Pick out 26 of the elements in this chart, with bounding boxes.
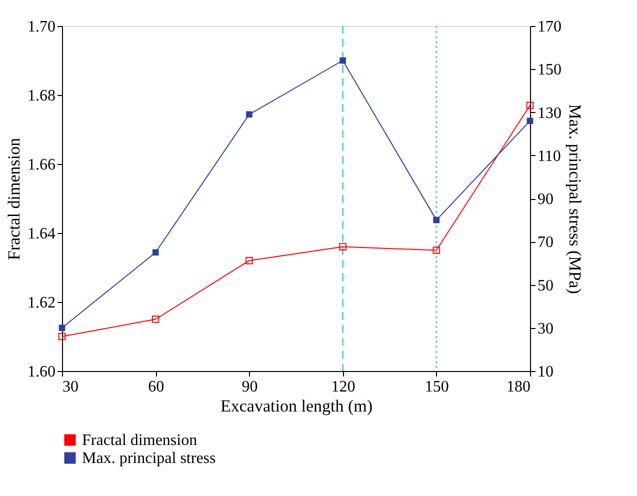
y2-tick-label: 90 bbox=[538, 191, 554, 208]
y2-axis-title: Max. principal stress (MPa) bbox=[566, 104, 584, 294]
y2-tick-label: 10 bbox=[538, 364, 554, 380]
y2-tick-label: 130 bbox=[538, 104, 562, 122]
x-tick-label: 30 bbox=[62, 378, 78, 396]
y-tick-label: 1.68 bbox=[28, 88, 56, 104]
y-axis-title: Fractal dimension bbox=[4, 137, 24, 260]
x-tick-label: 90 bbox=[242, 378, 258, 396]
x-tick-label: 180 bbox=[506, 378, 530, 396]
x-axis-title: Excavation length (m) bbox=[220, 396, 373, 416]
legend-label: Max. principal stress bbox=[82, 450, 216, 467]
x-tick-label: 150 bbox=[424, 378, 449, 396]
legend-label: Fractal dimension bbox=[82, 432, 198, 449]
x-tick-label: 120 bbox=[331, 378, 356, 396]
y-tick-label: 1.66 bbox=[28, 156, 56, 174]
y-tick-label: 1.62 bbox=[28, 294, 56, 312]
y2-tick-label: 110 bbox=[538, 148, 561, 165]
y-tick-label: 1.70 bbox=[28, 18, 56, 36]
y2-tick-label: 70 bbox=[538, 234, 554, 252]
y2-tick-label: 50 bbox=[538, 277, 554, 294]
y-tick-label: 1.60 bbox=[28, 364, 56, 380]
y-tick-label: 1.64 bbox=[28, 226, 56, 242]
y2-tick-label: 170 bbox=[538, 18, 562, 36]
y2-tick-label: 150 bbox=[538, 62, 562, 79]
y2-tick-label: 30 bbox=[538, 320, 554, 338]
x-tick-label: 60 bbox=[148, 378, 164, 396]
